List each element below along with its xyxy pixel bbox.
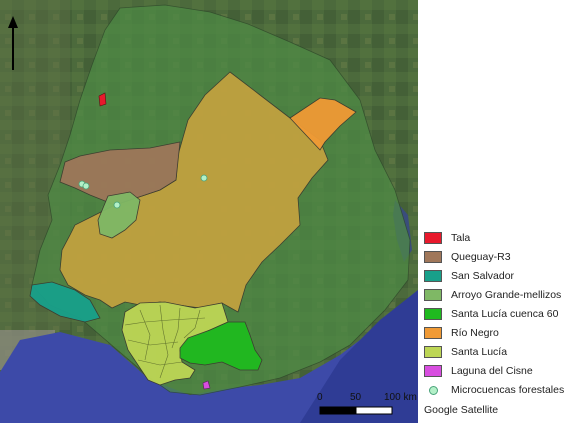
- legend-item-laguna-del-cisne: Laguna del Cisne: [424, 363, 533, 379]
- basin-arroyo-grande-mellizos: [97, 191, 141, 239]
- legend-item-arroyo-grande-mellizos: Arroyo Grande-mellizos: [424, 287, 561, 303]
- legend-label: Queguay-R3: [451, 251, 511, 263]
- scale-tick-50: 50: [350, 392, 362, 403]
- legend-label: Microcuencas forestales: [451, 384, 565, 396]
- legend-label: Tala: [451, 232, 471, 244]
- legend-item-rio-negro: Río Negro: [424, 325, 499, 341]
- rio-de-la-plata: [0, 300, 418, 423]
- microcuenca-dot: [82, 182, 90, 190]
- microcuenca-dot: [200, 174, 208, 182]
- legend-swatch: [424, 365, 442, 377]
- legend-label: Santa Lucía cuenca 60: [451, 308, 559, 320]
- legend-label: San Salvador: [451, 270, 515, 282]
- basin-santa-lucia-cuenca-60: [179, 321, 263, 371]
- legend-item-santa-lucia-cuenca-60: Santa Lucía cuenca 60: [424, 306, 558, 322]
- atlantic-ocean: [300, 290, 418, 423]
- legend-label: Laguna del Cisne: [451, 365, 533, 377]
- legend-swatch: [424, 346, 442, 358]
- legend-swatch: [424, 251, 442, 263]
- legend-swatch: [424, 289, 442, 301]
- basin-tala: [98, 92, 107, 107]
- north-arrow-icon: [8, 16, 18, 70]
- scale-tick-0: 0: [317, 392, 323, 403]
- legend-swatch: [424, 327, 442, 339]
- basin-rio-negro-east: [289, 97, 357, 151]
- legend-dot: [429, 385, 438, 395]
- legend-label: Arroyo Grande-mellizos: [451, 289, 562, 301]
- legend-label: Santa Lucía: [451, 346, 508, 358]
- basin-san-salvador: [29, 281, 101, 323]
- basin-queguay-r3: [59, 141, 181, 206]
- legend-swatch: [424, 232, 442, 244]
- legend-item-queguay-r3: Queguay-R3: [424, 249, 511, 265]
- legend-item-tala: Tala: [424, 230, 470, 246]
- santa-lucia-subbasins: [124, 304, 206, 379]
- legend-label: Río Negro: [451, 327, 499, 339]
- microcuenca-dot: [113, 201, 121, 209]
- legend-item-microcuencas-forestales: Microcuencas forestales: [424, 382, 564, 398]
- legend-item-santa-lucia: Santa Lucía: [424, 344, 507, 360]
- legend: Tala Queguay-R3 San Salvador Arroyo Gran…: [418, 0, 574, 423]
- scale-bar: 0 50 100 km: [317, 392, 417, 415]
- legend-swatch: [424, 308, 442, 320]
- map-canvas: 0 50 100 km: [0, 0, 418, 423]
- basin-laguna-del-cisne: [202, 380, 211, 390]
- legend-swatch: [424, 270, 442, 282]
- map-attribution: Google Satellite: [424, 404, 499, 416]
- legend-item-san-salvador: San Salvador: [424, 268, 514, 284]
- satellite-map[interactable]: 0 50 100 km: [0, 0, 418, 423]
- scale-tick-100: 100 km: [384, 392, 417, 403]
